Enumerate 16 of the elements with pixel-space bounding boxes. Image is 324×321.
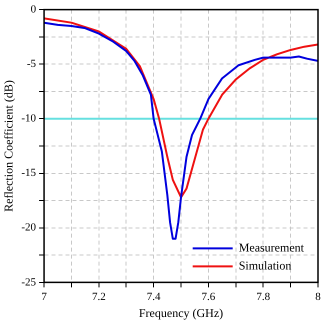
y-tick-label: -25 bbox=[21, 276, 37, 288]
y-axis-title: Reflection Coefficient (dB) bbox=[1, 80, 16, 212]
x-axis-title: Frequency (GHz) bbox=[138, 306, 224, 320]
y-tick-label: -15 bbox=[21, 167, 37, 180]
y-tick-label: -5 bbox=[26, 58, 37, 70]
x-tick-label: 8 bbox=[315, 290, 322, 303]
x-tick-label: 7.6 bbox=[202, 290, 216, 303]
legend-label: Simulation bbox=[238, 258, 292, 273]
x-tick-label: 7.2 bbox=[92, 290, 106, 303]
x-tick-label: 7 bbox=[41, 290, 48, 303]
y-tick-label: 0 bbox=[30, 3, 37, 16]
legend-label: Measurement bbox=[238, 240, 305, 255]
x-tick-label: 7.4 bbox=[146, 290, 162, 303]
y-tick-label: -20 bbox=[21, 222, 37, 234]
y-tick-label: -10 bbox=[21, 112, 37, 125]
x-tick-label: 7.8 bbox=[256, 290, 271, 303]
